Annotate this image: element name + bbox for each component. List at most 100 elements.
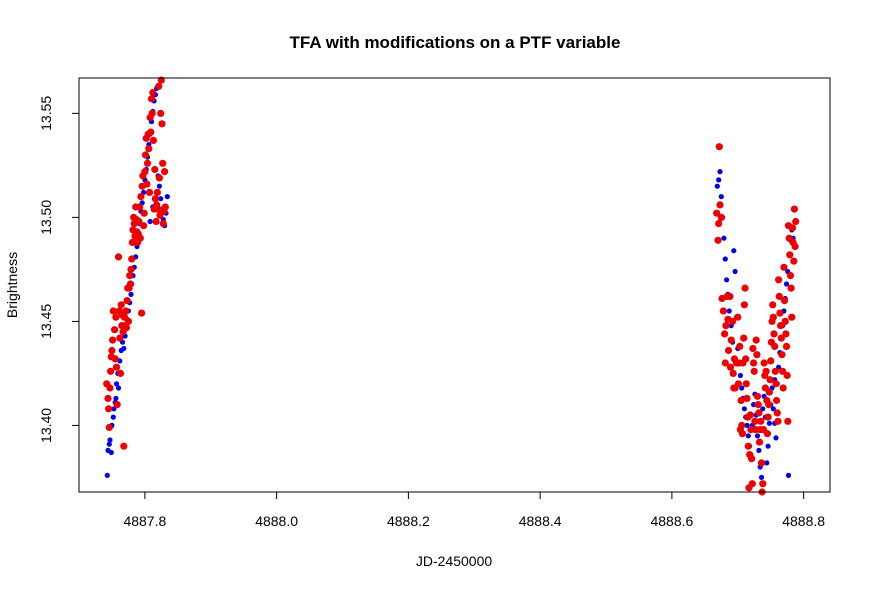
- red-point-176: [777, 334, 785, 342]
- red-point-153: [762, 367, 770, 375]
- blue-point-75: [744, 422, 750, 428]
- red-point-32: [126, 272, 134, 280]
- red-point-155: [763, 430, 772, 438]
- red-point-83: [159, 220, 167, 228]
- red-point-13: [112, 363, 121, 371]
- red-point-119: [740, 334, 748, 342]
- red-point-18: [116, 369, 125, 377]
- red-point-35: [128, 255, 136, 263]
- red-point-94: [719, 307, 727, 315]
- red-point-89: [715, 220, 723, 228]
- red-point-142: [755, 409, 763, 417]
- blue-point-62: [726, 308, 732, 314]
- y-tick-label-0: 13.40: [38, 408, 54, 443]
- red-point-133: [749, 344, 757, 353]
- x-tick-label-0: 4887.8: [123, 513, 166, 529]
- red-point-189: [786, 251, 794, 259]
- red-point-23: [120, 442, 128, 450]
- blue-point-45: [158, 196, 164, 202]
- red-point-134: [750, 359, 758, 367]
- blue-point-105: [783, 281, 790, 287]
- red-point-120: [740, 301, 749, 309]
- red-point-28: [123, 297, 131, 305]
- red-point-193: [788, 224, 797, 232]
- red-point-79: [157, 109, 165, 117]
- red-point-143: [755, 438, 764, 446]
- red-point-190: [786, 272, 795, 280]
- blue-point-22: [128, 291, 134, 297]
- blue-point-73: [741, 406, 748, 412]
- blue-point-16: [121, 345, 127, 352]
- red-point-100: [724, 346, 733, 355]
- red-point-104: [728, 317, 737, 325]
- red-point-181: [780, 297, 789, 305]
- red-point-165: [770, 330, 778, 338]
- red-point-97: [722, 322, 730, 330]
- red-point-11: [111, 355, 119, 363]
- red-point-183: [782, 330, 790, 338]
- blue-point-52: [147, 218, 153, 225]
- red-point-123: [742, 380, 750, 388]
- red-point-81: [158, 120, 166, 128]
- x-tick-label-4: 4888.6: [650, 513, 693, 529]
- x-tick-label-5: 4888.8: [782, 513, 825, 529]
- red-point-191: [787, 284, 795, 292]
- blue-point-2: [106, 441, 112, 447]
- red-point-178: [779, 367, 787, 375]
- red-point-87: [713, 209, 721, 217]
- red-point-77: [155, 174, 163, 182]
- blue-point-92: [766, 420, 773, 426]
- red-point-34: [127, 265, 135, 273]
- red-point-116: [738, 421, 746, 429]
- red-point-157: [765, 401, 773, 409]
- red-point-30: [124, 317, 132, 325]
- blue-point-70: [737, 372, 744, 379]
- red-point-66: [148, 109, 156, 117]
- red-point-58: [143, 180, 151, 188]
- red-point-105: [729, 369, 737, 377]
- red-point-76: [155, 82, 163, 90]
- blue-point-114: [758, 474, 765, 480]
- red-point-197: [791, 242, 799, 251]
- red-point-50: [138, 309, 146, 317]
- red-point-3: [105, 423, 113, 432]
- red-point-195: [790, 257, 798, 265]
- red-point-141: [754, 401, 762, 409]
- red-point-196: [790, 205, 799, 213]
- red-point-158: [765, 388, 774, 396]
- red-point-138: [752, 336, 760, 344]
- red-point-148: [759, 480, 767, 488]
- red-point-171: [774, 417, 782, 425]
- red-point-174: [776, 309, 784, 317]
- blue-point-9: [113, 395, 119, 401]
- red-point-198: [792, 217, 800, 226]
- red-point-129: [746, 411, 754, 419]
- blue-point-59: [722, 256, 728, 262]
- red-point-55: [141, 168, 149, 176]
- blue-point-54: [716, 177, 722, 183]
- red-point-101: [726, 292, 734, 300]
- blue-point-84: [756, 447, 762, 453]
- red-point-122: [742, 355, 750, 363]
- red-point-160: [767, 357, 775, 365]
- red-point-67: [149, 89, 157, 97]
- blue-point-97: [773, 435, 779, 441]
- red-point-4: [106, 384, 114, 392]
- red-point-12: [112, 313, 120, 321]
- x-axis-label: JD-2450000: [416, 553, 492, 569]
- red-point-85: [161, 168, 169, 176]
- red-point-33: [126, 280, 134, 288]
- blue-point-56: [718, 194, 724, 200]
- red-point-186: [784, 417, 792, 425]
- blue-point-50: [164, 194, 170, 200]
- red-point-156: [764, 413, 772, 421]
- red-point-70: [151, 165, 159, 174]
- y-axis-label: Brightness: [4, 252, 20, 318]
- red-point-177: [778, 351, 786, 359]
- red-point-14: [113, 401, 121, 409]
- blue-point-12: [115, 385, 122, 391]
- red-point-136: [751, 417, 759, 425]
- red-point-146: [757, 459, 766, 467]
- red-point-26: [122, 307, 130, 315]
